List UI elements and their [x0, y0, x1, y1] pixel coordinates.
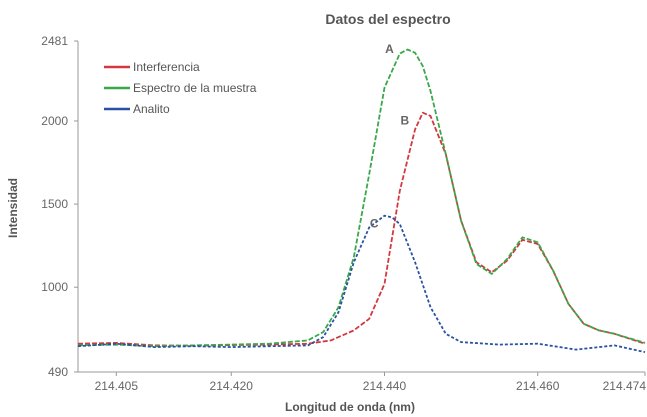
y-tick-label: 490: [48, 365, 68, 379]
series-line-2: [77, 214, 646, 353]
annotation-layer: A B C: [370, 42, 410, 231]
y-axis: 490 1000 1500 2000 2481: [41, 34, 79, 379]
x-axis-label: Longitud de onda (nm): [285, 400, 415, 414]
x-tick-label: 214.420: [210, 379, 254, 393]
x-tick-label: 214.460: [516, 379, 560, 393]
y-tick-label: 1000: [41, 280, 68, 294]
y-tick-label: 2481: [41, 34, 68, 48]
x-tick-label: 214.440: [363, 379, 407, 393]
legend-label: Analito: [133, 102, 170, 116]
x-tick-label: 214.474: [603, 379, 647, 393]
annotation-label: B: [400, 114, 409, 128]
annotation-label: C: [370, 217, 379, 231]
y-tick-label: 1500: [41, 197, 68, 211]
x-tick-label: 214.405: [95, 379, 139, 393]
series-line-0: [77, 111, 646, 347]
annotation-label: A: [385, 42, 394, 56]
legend-label: Espectro de la muestra: [133, 81, 257, 95]
series-layer: [77, 48, 646, 353]
legend: Interferencia Espectro de la muestra Anali…: [104, 60, 257, 116]
y-axis-label: Intensidad: [6, 178, 20, 238]
chart-title: Datos del espectro: [325, 11, 450, 27]
legend-label: Interferencia: [133, 60, 200, 74]
x-axis: 214.405 214.420 214.440 214.460 214.474: [78, 371, 647, 393]
series-line-1: [77, 48, 646, 348]
y-tick-label: 2000: [41, 114, 68, 128]
